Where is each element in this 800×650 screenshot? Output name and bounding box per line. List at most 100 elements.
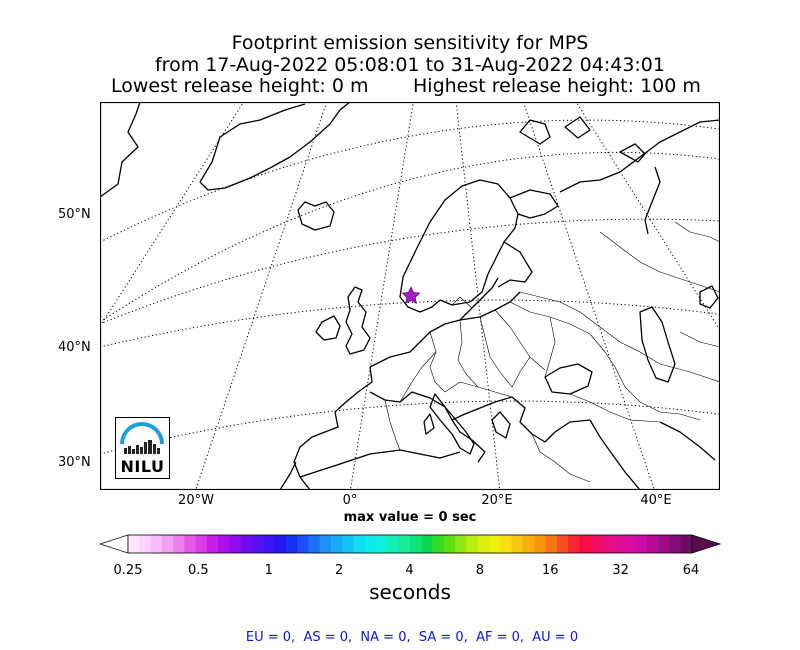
colorbar-swatch — [195, 535, 208, 553]
highest-release-height: Highest release height: 100 m — [413, 75, 701, 97]
colorbar-swatch — [534, 535, 546, 553]
lowest-release-height: Lowest release height: 0 m — [111, 75, 369, 97]
parallel-60n — [100, 119, 720, 243]
colorbar-swatch — [432, 535, 445, 553]
lat-label-50n: 50°N — [58, 207, 91, 222]
title-line-2: from 17-Aug-2022 05:08:01 to 31-Aug-2022… — [154, 54, 665, 76]
colorbar-swatch — [206, 535, 219, 553]
colorbar-swatch — [624, 535, 636, 553]
max-value-text: max value = 0 sec — [343, 510, 477, 525]
colorbar-under-arrow — [100, 534, 129, 554]
colorbar-swatch — [680, 535, 693, 553]
colorbar-swatch — [173, 535, 185, 553]
lat-label-30n: 30°N — [58, 455, 91, 470]
colorbar-swatch — [522, 535, 535, 553]
colorbar-swatch — [297, 535, 309, 553]
colorbar-tick-label: 2 — [334, 563, 344, 578]
region-totals: EU = 0, AS = 0, NA = 0, SA = 0, AF = 0, … — [245, 630, 579, 645]
colorbar-swatch — [331, 535, 343, 553]
colorbar-swatch — [466, 535, 478, 553]
colorbar-swatch — [613, 535, 625, 553]
black-sea-coast — [544, 363, 593, 395]
colorbar-swatch — [601, 535, 614, 553]
colorbar-swatch — [556, 535, 569, 553]
baltic-coast — [459, 277, 499, 321]
lat-label-40n: 40°N — [58, 340, 91, 355]
colorbar-swatch — [646, 535, 659, 553]
colorbar-swatch — [477, 535, 490, 553]
site-marker — [401, 286, 421, 304]
colorbar-swatch — [319, 535, 332, 553]
scandinavia-coast — [399, 179, 533, 313]
colorbar-swatch — [658, 535, 670, 553]
colorbar-swatch — [353, 535, 366, 553]
colorbar-swatch — [545, 535, 557, 553]
nilu-logo-mark — [120, 422, 164, 454]
lon-label-20w: 20°W — [178, 493, 214, 508]
colorbar-tick-label: 0.5 — [188, 563, 209, 578]
colorbar-swatch — [398, 535, 411, 553]
colorbar-swatch — [590, 535, 603, 553]
colorbar-swatch — [511, 535, 524, 553]
europe-coast — [293, 291, 521, 490]
greece-coast — [491, 411, 511, 439]
colorbar-tick-label: 32 — [612, 563, 629, 578]
lon-label-40e: 40°E — [640, 493, 672, 508]
colorbar-swatch — [410, 535, 422, 553]
middle-east-coast — [589, 419, 716, 490]
kola-coast — [509, 189, 559, 219]
arctic-islands — [519, 116, 591, 145]
colorbar-swatch — [635, 535, 648, 553]
meridian-40w — [100, 102, 245, 328]
parallel-40n — [100, 299, 720, 348]
graticule-meridians — [100, 102, 720, 490]
colorbar-swatch — [421, 535, 433, 553]
colorbar-swatch — [263, 535, 275, 553]
colorbar-swatch — [161, 535, 174, 553]
russia-north-coast — [559, 119, 720, 193]
colorbar-swatch — [500, 535, 512, 553]
lon-label-20e: 20°E — [481, 493, 513, 508]
colorbar-swatch — [364, 535, 377, 553]
colorbar-swatch — [669, 535, 682, 553]
nilu-logo-text: NILU — [120, 457, 165, 476]
colorbar-swatch — [128, 535, 140, 553]
colorbar-swatch — [488, 535, 501, 553]
colorbar-tick-label: 64 — [682, 563, 700, 578]
colorbar-swatch — [184, 535, 196, 553]
colorbar-tick-label: 1 — [264, 563, 273, 578]
colorbar — [100, 534, 722, 554]
colorbar-swatch — [443, 535, 456, 553]
aral-sea — [699, 285, 719, 309]
nilu-logo: NILU — [115, 417, 170, 479]
colorbar-tick-label: 0.25 — [113, 563, 143, 578]
colorbar-swatch — [229, 535, 242, 553]
meridian-20e — [455, 102, 501, 490]
caspian-coast — [639, 306, 676, 383]
graticule-parallels — [100, 119, 720, 455]
footprint-map — [100, 102, 720, 490]
colorbar-swatch — [218, 535, 230, 553]
colorbar-tick-label: 4 — [405, 563, 414, 578]
title-line-1: Footprint emission sensitivity for MPS — [231, 32, 589, 54]
colorbar-swatch — [387, 535, 400, 553]
colorbar-label: seconds — [369, 580, 451, 604]
colorbar-swatch — [252, 535, 264, 553]
greenland-coast — [100, 102, 351, 198]
lon-label-0: 0° — [342, 493, 358, 508]
colorbar-swatch — [274, 535, 287, 553]
north-africa-coast — [279, 461, 297, 490]
colorbar-swatch — [139, 535, 151, 553]
colorbar-swatch — [455, 535, 467, 553]
country-borders — [384, 221, 720, 483]
colorbar-swatch — [342, 535, 354, 553]
italy-coast — [423, 393, 475, 455]
colorbar-swatch — [376, 535, 388, 553]
colorbar-tick-label: 8 — [475, 563, 485, 578]
british-isles-coast — [315, 286, 371, 355]
colorbar-outline — [127, 534, 693, 554]
colorbar-over-arrow — [691, 534, 722, 554]
colorbar-swatch — [150, 535, 163, 553]
colorbar-tick-label: 16 — [541, 563, 559, 578]
gulf-coast-east — [644, 166, 661, 235]
